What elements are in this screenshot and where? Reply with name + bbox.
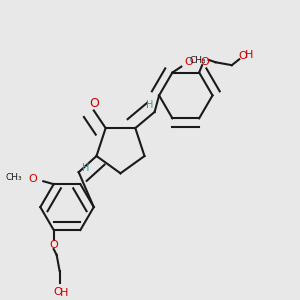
Text: O: O [201, 57, 209, 67]
Text: CH₃: CH₃ [6, 173, 22, 182]
Text: O: O [28, 174, 37, 184]
Text: H: H [60, 288, 68, 298]
Text: O: O [53, 287, 62, 297]
Text: H: H [82, 163, 90, 173]
Text: O: O [184, 57, 193, 67]
Text: O: O [239, 51, 248, 62]
Text: H: H [244, 50, 253, 60]
Text: CH₃: CH₃ [189, 56, 206, 65]
Text: O: O [89, 97, 99, 110]
Text: H: H [146, 100, 154, 110]
Text: O: O [49, 240, 58, 250]
